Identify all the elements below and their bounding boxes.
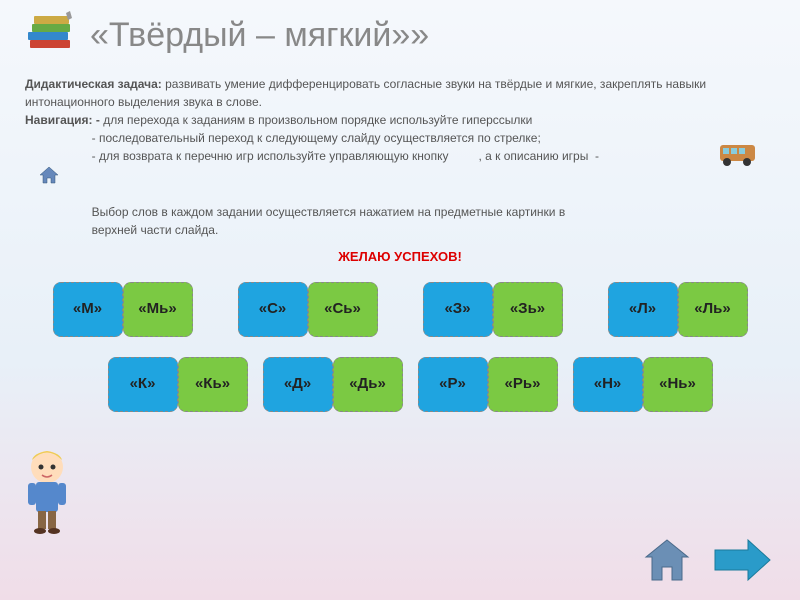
soft-letter-button[interactable]: «Сь» — [308, 282, 378, 337]
button-row-1: «М»«Мь» «С»«Сь» «З»«Зь» «Л»«Ль» — [0, 272, 800, 347]
home-button[interactable] — [640, 535, 695, 585]
choice-text: Выбор слов в каждом задании осуществляет… — [25, 203, 775, 221]
hard-letter-button[interactable]: «М» — [53, 282, 123, 337]
soft-letter-button[interactable]: «Нь» — [643, 357, 713, 412]
soft-letter-button[interactable]: «Рь» — [488, 357, 558, 412]
hard-letter-button[interactable]: «Н» — [573, 357, 643, 412]
letter-pair: «К»«Кь» — [108, 357, 248, 412]
task-label: Дидактическая задача: — [25, 77, 162, 91]
hard-letter-button[interactable]: «Л» — [608, 282, 678, 337]
nav-line3: - для возврата к перечню игр используйте… — [25, 149, 599, 163]
description-block: Дидактическая задача: развивать умение д… — [0, 70, 800, 272]
letter-pair: «М»«Мь» — [53, 282, 193, 337]
bus-icon — [715, 140, 760, 168]
soft-letter-button[interactable]: «Кь» — [178, 357, 248, 412]
soft-letter-button[interactable]: «Дь» — [333, 357, 403, 412]
letter-pair: «С»«Сь» — [238, 282, 378, 337]
hard-letter-button[interactable]: «К» — [108, 357, 178, 412]
nav-line2: - последовательный переход к следующему … — [25, 129, 775, 147]
books-icon — [20, 10, 80, 60]
letter-pair: «Н»«Нь» — [573, 357, 713, 412]
soft-letter-button[interactable]: «Мь» — [123, 282, 193, 337]
choice-text2: верхней части слайда. — [25, 221, 775, 239]
nav-line1: для перехода к заданиям в произвольном п… — [100, 113, 533, 127]
home-icon-inline — [38, 165, 60, 185]
wish-text: ЖЕЛАЮ УСПЕХОВ! — [25, 247, 775, 267]
soft-letter-button[interactable]: «Зь» — [493, 282, 563, 337]
next-arrow-button[interactable] — [710, 535, 775, 585]
letter-pair: «З»«Зь» — [423, 282, 563, 337]
hard-letter-button[interactable]: «Д» — [263, 357, 333, 412]
hard-letter-button[interactable]: «Р» — [418, 357, 488, 412]
letter-pair: «Л»«Ль» — [608, 282, 748, 337]
character-icon — [10, 445, 85, 535]
letter-pair: «Р»«Рь» — [418, 357, 558, 412]
soft-letter-button[interactable]: «Ль» — [678, 282, 748, 337]
nav-label: Навигация: - — [25, 113, 100, 127]
hard-letter-button[interactable]: «С» — [238, 282, 308, 337]
button-row-2: «К»«Кь» «Д»«Дь» «Р»«Рь» «Н»«Нь» — [0, 347, 800, 422]
letter-pair: «Д»«Дь» — [263, 357, 403, 412]
hard-letter-button[interactable]: «З» — [423, 282, 493, 337]
page-title: «Твёрдый – мягкий»» — [90, 16, 429, 55]
